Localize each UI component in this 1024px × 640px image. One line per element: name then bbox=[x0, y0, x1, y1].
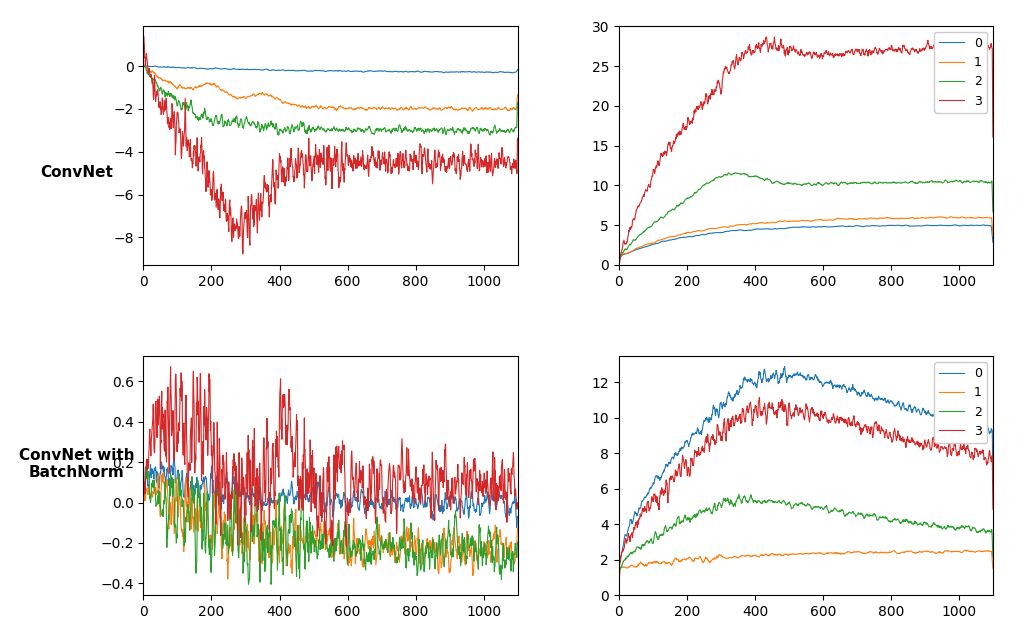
3 bbox=[973, 451, 985, 459]
Line: 1: 1 bbox=[618, 550, 993, 582]
1 bbox=[768, 219, 780, 227]
Line: 2: 2 bbox=[618, 173, 993, 260]
0 bbox=[987, 481, 999, 488]
3 bbox=[768, 37, 780, 45]
3 bbox=[708, 435, 720, 442]
1 bbox=[641, 561, 653, 568]
2 bbox=[641, 224, 653, 232]
Line: 3: 3 bbox=[618, 37, 993, 265]
1 bbox=[973, 213, 985, 221]
3 bbox=[760, 33, 772, 41]
Line: 0: 0 bbox=[618, 367, 993, 577]
Line: 0: 0 bbox=[618, 225, 993, 261]
0 bbox=[708, 401, 720, 409]
1 bbox=[973, 547, 985, 555]
Text: ConvNet: ConvNet bbox=[40, 165, 114, 180]
1 bbox=[631, 563, 643, 570]
1 bbox=[959, 547, 972, 554]
2 bbox=[708, 503, 720, 511]
0 bbox=[768, 225, 780, 233]
0 bbox=[973, 423, 985, 431]
Line: 2: 2 bbox=[618, 494, 993, 579]
2 bbox=[631, 543, 643, 551]
2 bbox=[733, 490, 745, 498]
0 bbox=[900, 221, 912, 229]
2 bbox=[631, 234, 643, 242]
0 bbox=[978, 221, 990, 228]
2 bbox=[987, 553, 999, 561]
3 bbox=[987, 505, 999, 513]
0 bbox=[641, 490, 653, 498]
0 bbox=[631, 512, 643, 520]
2 bbox=[768, 179, 780, 187]
1 bbox=[641, 240, 653, 248]
3 bbox=[973, 45, 985, 53]
3 bbox=[901, 436, 913, 444]
Text: ConvNet with
BatchNorm: ConvNet with BatchNorm bbox=[19, 448, 134, 480]
1 bbox=[708, 556, 720, 563]
Line: 3: 3 bbox=[618, 397, 993, 578]
Legend: 0, 1, 2, 3: 0, 1, 2, 3 bbox=[934, 32, 987, 113]
0 bbox=[778, 363, 791, 371]
2 bbox=[973, 528, 985, 536]
1 bbox=[631, 244, 643, 252]
2 bbox=[729, 169, 741, 177]
1 bbox=[900, 214, 912, 222]
2 bbox=[987, 208, 999, 216]
1 bbox=[987, 232, 999, 240]
1 bbox=[768, 550, 780, 558]
2 bbox=[901, 179, 913, 186]
2 bbox=[612, 575, 625, 582]
2 bbox=[641, 537, 653, 545]
0 bbox=[768, 371, 780, 379]
1 bbox=[900, 547, 912, 555]
2 bbox=[901, 516, 913, 524]
3 bbox=[641, 499, 653, 506]
3 bbox=[754, 394, 766, 401]
1 bbox=[612, 257, 625, 265]
2 bbox=[768, 499, 780, 507]
Legend: 0, 1, 2, 3: 0, 1, 2, 3 bbox=[934, 362, 987, 443]
Line: 1: 1 bbox=[618, 217, 993, 261]
3 bbox=[631, 205, 643, 212]
0 bbox=[641, 243, 653, 250]
2 bbox=[612, 257, 625, 264]
0 bbox=[708, 229, 720, 237]
3 bbox=[768, 410, 780, 417]
3 bbox=[987, 133, 999, 141]
3 bbox=[631, 522, 643, 529]
3 bbox=[901, 47, 913, 54]
0 bbox=[612, 257, 625, 265]
0 bbox=[972, 221, 984, 229]
2 bbox=[973, 179, 985, 186]
3 bbox=[708, 88, 720, 96]
1 bbox=[612, 578, 625, 586]
3 bbox=[612, 261, 625, 269]
1 bbox=[945, 213, 957, 221]
0 bbox=[631, 246, 643, 253]
1 bbox=[987, 565, 999, 573]
1 bbox=[708, 225, 720, 232]
3 bbox=[641, 185, 653, 193]
0 bbox=[901, 406, 913, 413]
0 bbox=[612, 573, 625, 580]
2 bbox=[708, 176, 720, 184]
3 bbox=[612, 574, 625, 582]
0 bbox=[987, 238, 999, 246]
